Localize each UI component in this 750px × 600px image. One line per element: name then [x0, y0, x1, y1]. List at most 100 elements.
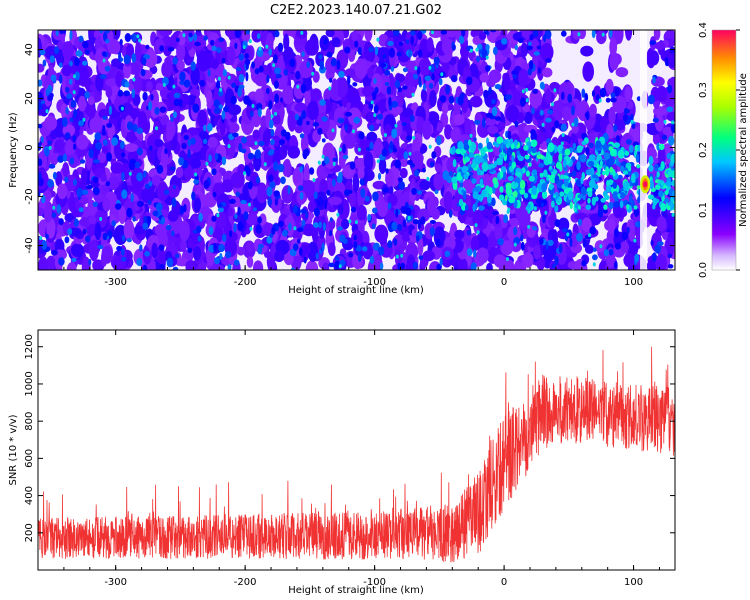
- heatmap-cell: [237, 221, 244, 232]
- heatmap-cell: [282, 229, 288, 237]
- heatmap-cell: [198, 212, 203, 222]
- heatmap-cell: [266, 87, 270, 95]
- heatmap-cell: [102, 232, 108, 241]
- heatmap-cell: [429, 161, 435, 168]
- snr-y-tick-label: 400: [24, 486, 35, 505]
- heatmap-cell: [287, 185, 291, 195]
- heatmap-cell: [474, 155, 482, 165]
- heatmap-cell: [496, 157, 502, 166]
- heatmap-cell: [234, 30, 242, 39]
- heatmap-cell: [553, 88, 557, 93]
- heatmap-cell: [475, 47, 479, 52]
- heatmap-cell: [387, 202, 392, 210]
- heatmap-cell: [433, 172, 444, 191]
- heatmap-cell: [485, 65, 491, 72]
- heatmap-cell: [208, 244, 216, 253]
- heatmap-cell: [401, 122, 407, 127]
- heatmap-cell: [219, 87, 223, 92]
- heatmap-cell: [523, 144, 529, 151]
- heatmap-cell: [194, 41, 202, 47]
- heatmap-cell: [341, 218, 350, 230]
- heatmap-cell: [69, 78, 73, 85]
- heatmap-cell: [652, 252, 657, 262]
- heatmap-cell: [373, 104, 379, 114]
- heatmap-cell: [373, 78, 377, 84]
- snr-y-tick-label: 1000: [24, 371, 35, 396]
- heatmap-cell: [253, 260, 264, 270]
- heatmap-cell: [511, 171, 515, 176]
- heatmap-cell: [549, 173, 557, 184]
- heatmap-cell: [658, 143, 665, 151]
- heatmap-cell: [529, 60, 534, 70]
- heatmap-cell: [402, 67, 408, 73]
- heatmap-cell: [211, 45, 217, 52]
- heatmap-cell: [469, 151, 474, 158]
- heatmap-cell: [577, 194, 584, 199]
- heatmap-cell: [247, 181, 253, 190]
- heatmap-cell: [599, 244, 603, 249]
- heatmap-cell: [496, 136, 504, 144]
- heatmap-cell: [218, 104, 223, 110]
- heatmap-cell: [197, 109, 207, 128]
- heatmap-cell: [412, 261, 418, 270]
- heatmap-cell: [218, 37, 224, 42]
- heatmap-cell: [506, 209, 510, 214]
- heatmap-cell: [374, 46, 379, 56]
- heatmap-cell: [153, 120, 162, 140]
- heatmap-cell: [361, 246, 368, 252]
- heatmap-cell: [251, 61, 256, 69]
- heatmap-cell: [105, 38, 110, 44]
- heatmap-cell: [665, 180, 672, 187]
- heatmap-cell: [360, 188, 366, 198]
- heatmap-cell: [254, 73, 269, 87]
- heatmap-cell: [513, 237, 520, 245]
- heatmap-cell: [368, 102, 374, 110]
- heatmap-cell: [326, 51, 333, 58]
- heatmap-cell: [551, 102, 554, 107]
- heatmap-cell: [247, 152, 255, 160]
- heatmap-cell: [78, 95, 87, 112]
- heatmap-cell: [667, 264, 674, 269]
- heatmap-cell: [613, 124, 618, 132]
- heatmap-cell: [313, 191, 318, 200]
- heatmap-cell: [230, 171, 245, 189]
- heatmap-cell: [623, 253, 635, 268]
- heatmap-cell: [255, 224, 262, 234]
- heatmap-cell: [554, 255, 559, 266]
- heatmap-cell: [344, 68, 356, 79]
- heatmap-cell: [111, 137, 119, 146]
- heatmap-cell: [606, 179, 610, 187]
- heatmap-cell: [511, 70, 518, 76]
- heatmap-cell: [311, 71, 315, 76]
- heatmap-cell: [119, 39, 123, 45]
- heatmap-cell: [491, 106, 498, 117]
- heatmap-cell: [169, 34, 177, 50]
- heatmap-cell: [149, 145, 153, 151]
- heatmap-cell: [342, 238, 348, 244]
- heatmap-cell: [146, 80, 153, 92]
- heatmap-cell: [180, 239, 187, 253]
- heatmap-cell: [267, 174, 274, 182]
- heatmap-cell: [558, 153, 563, 163]
- heatmap-cell: [623, 181, 630, 190]
- snr-y-tick-label: 1200: [24, 334, 35, 359]
- heatmap-cell: [488, 69, 502, 84]
- heatmap-cell: [274, 67, 281, 75]
- heatmap-cell: [492, 210, 499, 215]
- heatmap-cell: [69, 60, 73, 67]
- heatmap-cell: [391, 221, 398, 231]
- heatmap-cell: [628, 220, 636, 242]
- heatmap-cell: [403, 151, 409, 160]
- heatmap-cell: [38, 101, 43, 111]
- heatmap-cell: [443, 30, 458, 38]
- heatmap-cell: [614, 87, 620, 97]
- heatmap-cell: [452, 44, 456, 51]
- heatmap-cell: [39, 236, 43, 241]
- heatmap-cell: [405, 39, 410, 44]
- heatmap-cell: [328, 86, 332, 91]
- heatmap-cell: [594, 196, 599, 202]
- heatmap-cell: [244, 165, 250, 174]
- heatmap-cell: [494, 133, 500, 138]
- heatmap-cell: [182, 33, 186, 38]
- heatmap-cell: [553, 194, 556, 199]
